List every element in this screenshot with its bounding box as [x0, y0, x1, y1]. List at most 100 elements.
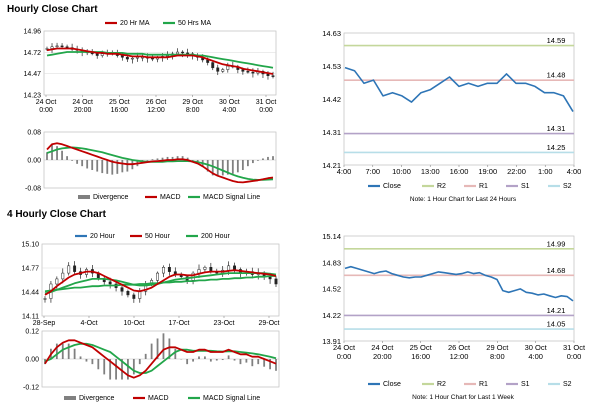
hourly-levels-s1-label: 14.31 — [547, 124, 566, 133]
four-hourly-price-xtick: 23-Oct — [213, 320, 234, 327]
hourly-price-candle-body — [125, 57, 129, 60]
hourly-price-candle-body — [181, 51, 185, 54]
hourly-price-candle-body — [100, 53, 104, 56]
hourly-price-candle-body — [45, 48, 49, 50]
hourly-price-xtick: 26 Oct — [146, 99, 167, 106]
four-hourly-macd-divergence-bar — [156, 338, 159, 359]
four-hourly-price-candle-body — [233, 265, 236, 270]
hourly-macd-legend-divergence-swatch — [78, 195, 90, 199]
hourly-levels-xtick: 1:00 — [538, 167, 553, 176]
hourly-price-frame — [43, 30, 277, 96]
hourly-macd-divergence-bar — [267, 156, 269, 160]
hourly-levels-legend-s1-label: S1 — [521, 183, 530, 190]
hourly-macd-divergence-bar — [51, 144, 53, 160]
four-hourly-macd-divergence-bar — [168, 338, 171, 359]
four-hourly-levels-s2-label: 14.05 — [547, 320, 566, 329]
four-hourly-legend-200hour-label: 200 Hour — [201, 233, 230, 240]
hourly-price-xtick: 16:00 — [111, 107, 129, 114]
four-hourly-macd-legend-divergence-swatch — [64, 396, 76, 400]
four-hourly-macd-divergence-bar — [215, 359, 218, 361]
four-hourly-levels-xtick: 26 Oct — [448, 343, 471, 352]
four-hourly-macd-divergence-bar — [44, 359, 46, 365]
four-hourly-macd-divergence-bar — [263, 359, 266, 367]
four-hourly-price-ytick: 14.77 — [21, 266, 39, 273]
hourly-macd-divergence-bar — [206, 160, 209, 172]
four-hourly-macd-divergence-bar — [233, 359, 236, 361]
hourly-macd-divergence-bar — [46, 152, 48, 160]
four-hourly-levels-r2-label: 14.99 — [547, 239, 566, 248]
hourly-macd-divergence-bar — [56, 146, 58, 160]
hourly-levels-xtick: 10:00 — [392, 167, 411, 176]
four-hourly-price-candle-body — [138, 291, 142, 299]
hourly-macd-divergence-bar — [246, 160, 249, 167]
hourly-levels-ytick: 14.53 — [322, 62, 341, 71]
hourly-macd-divergence-bar — [111, 160, 114, 175]
hourly-price-ytick: 14.47 — [23, 71, 41, 78]
hourly-price-legend-50hr-label: 50 Hrs MA — [178, 20, 211, 27]
four-hourly-price-xtick: 10-Oct — [123, 320, 144, 327]
hourly-price-xtick: 24 Oct — [36, 99, 57, 106]
hourly-levels-ytick: 14.31 — [322, 128, 341, 137]
four-hourly-price-candle-body — [43, 298, 47, 300]
hourly-macd-divergence-bar — [171, 156, 174, 160]
hourly-price-candle-body — [176, 51, 180, 55]
four-hourly-macd-divergence-bar — [204, 356, 206, 359]
four-hourly-price-xtick: 28-Sep — [33, 320, 56, 327]
hourly-macd-divergence-bar — [226, 160, 229, 175]
four-hourly-macd-divergence-bar — [91, 359, 94, 365]
hourly-macd-divergence-bar — [91, 160, 94, 171]
four-hourly-macd-divergence-bar — [73, 348, 76, 359]
four-hourly-macd-divergence-bar — [55, 343, 58, 359]
four-hourly-price-candle-body — [197, 269, 201, 274]
four-hourly-legend-50hour-label: 50 Hour — [145, 233, 171, 240]
hourly-price-candle-body — [60, 45, 64, 48]
hourly-macd-divergence-bar — [186, 157, 189, 160]
hourly-levels-ytick: 14.42 — [322, 95, 341, 104]
four-hourly-macd-divergence-bar — [132, 359, 135, 375]
four-hourly-price-candle-body — [227, 265, 231, 271]
hourly-levels-s2-label: 14.25 — [547, 143, 566, 152]
hourly-price-xtick: 4:00 — [223, 107, 237, 114]
hourly-levels-ytick: 14.21 — [322, 161, 341, 170]
hourly-macd-divergence-bar — [262, 158, 264, 160]
hourly-price-ytick: 14.23 — [23, 93, 41, 100]
four-hourly-macd-divergence-bar — [97, 359, 100, 370]
hourly-price-ytick: 14.96 — [23, 29, 41, 36]
four-hourly-macd-divergence-bar — [239, 359, 242, 365]
four-hourly-macd-divergence-bar — [257, 359, 260, 365]
four-hourly-macd-divergence-bar — [115, 359, 117, 380]
hourly-macd-divergence-bar — [126, 160, 129, 172]
four-hourly-price-xtick: 4-Oct — [80, 320, 97, 327]
hourly-levels-close-line — [344, 66, 574, 113]
hourly-macd-ytick: 0.00 — [27, 158, 41, 165]
four-hourly-macd-divergence-bar — [227, 355, 230, 359]
hourly-levels-legend-s2-label: S2 — [563, 183, 572, 190]
hourly-price-ytick: 14.72 — [23, 50, 41, 57]
four-hourly-levels-xtick: 24 Oct — [371, 343, 394, 352]
four-hourly-macd-ytick: 0.12 — [25, 329, 39, 336]
four-hourly-macd-divergence-bar — [85, 359, 88, 362]
four-hourly-macd-divergence-bar — [144, 353, 147, 359]
hourly-price-candle-body — [120, 55, 124, 58]
hourly-macd-divergence-bar — [272, 156, 274, 160]
four-hourly-price-candle-body — [162, 267, 165, 274]
hourly-price-candle-body — [221, 69, 225, 72]
four-hourly-macd-divergence-bar — [61, 343, 64, 359]
four-hourly-legend-20hour-label: 20 Hour — [90, 233, 116, 240]
hourly-macd-macd-line — [46, 142, 274, 184]
hourly-price-ma50-line — [46, 51, 274, 69]
hourly-macd-divergence-bar — [106, 160, 109, 174]
four-hourly-macd-legend-signal-label: MACD Signal Line — [203, 395, 260, 402]
four-hourly-price-xtick: 17-Oct — [168, 320, 189, 327]
hourly-price-xtick: 31 Oct — [256, 99, 277, 106]
hourly-macd-divergence-bar — [257, 160, 259, 161]
four-hourly-levels-xtick: 0:00 — [337, 352, 352, 361]
hourly-levels-xtick: 13:00 — [421, 167, 440, 176]
hourly-price-candle-body — [130, 57, 134, 60]
four-hourly-macd-divergence-bar — [198, 356, 200, 359]
hourly-macd-divergence-bar — [156, 158, 159, 160]
four-hourly-macd-divergence-bar — [186, 359, 189, 365]
four-hourly-price-candle-body — [132, 294, 136, 299]
four-hourly-price-candle-body — [156, 272, 159, 281]
